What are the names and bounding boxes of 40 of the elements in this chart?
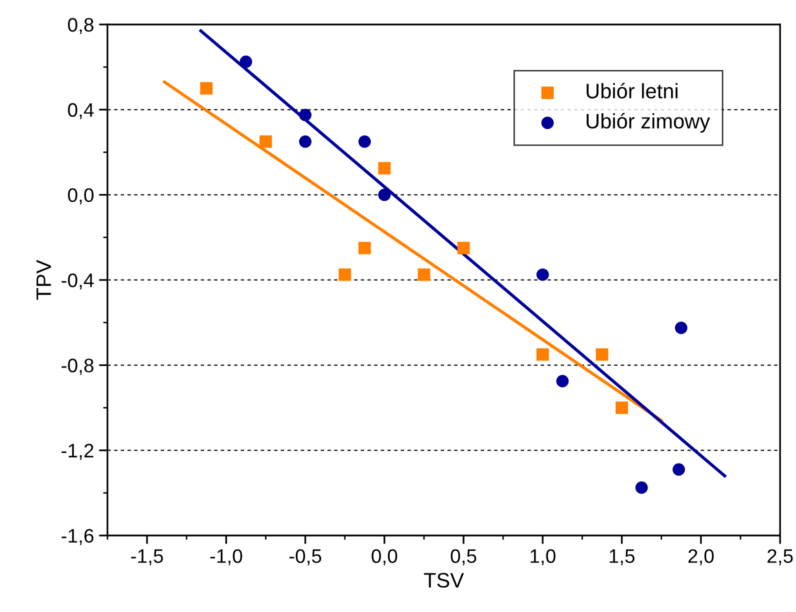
legend-label: Ubiór letni (586, 82, 678, 98)
y-tick-label: 0,8 (68, 18, 94, 34)
x-tick-label: -1,5 (131, 549, 163, 566)
point (358, 242, 371, 254)
point (674, 322, 688, 334)
point (240, 56, 252, 68)
y-tick-label: -0,4 (62, 273, 94, 290)
y-tick-label: -1,6 (62, 528, 94, 546)
x-tick-label: 2,5 (768, 549, 793, 566)
x-tick-label: 0,0 (372, 549, 398, 566)
x-tick-label: 2,0 (688, 549, 714, 566)
point (635, 481, 648, 494)
point (536, 348, 549, 361)
x-tick-label: 0,5 (450, 549, 476, 566)
point (616, 402, 628, 414)
point (418, 268, 430, 281)
y-tick-label: -1,2 (62, 444, 94, 460)
point (299, 108, 312, 122)
y-axis-title: TPV (36, 260, 51, 300)
y-tick-label: 0,4 (68, 103, 94, 120)
y-tick-label: -0,8 (62, 358, 94, 375)
point (200, 82, 213, 95)
x-tick-label: 1,0 (530, 549, 556, 566)
x-tick-label: -1,0 (210, 549, 242, 566)
legend-label: Ubiór zimowy (586, 113, 710, 133)
point (457, 242, 470, 254)
point (358, 135, 371, 148)
point (378, 188, 391, 202)
point (536, 268, 549, 281)
point (378, 162, 391, 174)
y-tick-label: 0,0 (68, 188, 94, 204)
point (556, 374, 569, 388)
point (260, 135, 272, 148)
x-axis-title: TSV (424, 572, 464, 588)
point (672, 463, 686, 476)
x-tick-label: -0,5 (289, 549, 322, 566)
point (596, 348, 608, 361)
point (338, 268, 352, 281)
x-tick-label: 1,5 (610, 549, 635, 566)
point (299, 135, 312, 148)
